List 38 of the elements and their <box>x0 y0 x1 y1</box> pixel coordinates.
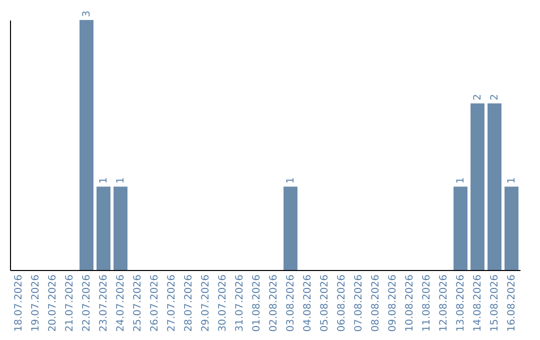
x-tick-label: 27.07.2026 <box>166 274 178 332</box>
x-tick-label: 21.07.2026 <box>64 274 76 332</box>
x-tick-label: 14.08.2026 <box>472 274 484 332</box>
data-label: 1 <box>506 177 518 184</box>
x-tick-label: 16.08.2026 <box>506 274 518 332</box>
data-label: 1 <box>116 177 126 184</box>
x-tick-label: 05.08.2026 <box>320 274 330 332</box>
x-tick-label: 20.07.2026 <box>48 274 58 332</box>
x-tick-label: 10.08.2026 <box>404 274 416 332</box>
x-tick-label: 15.08.2026 <box>490 274 500 332</box>
x-tick-label: 29.07.2026 <box>200 274 212 332</box>
x-tick-label: 01.08.2026 <box>252 274 262 332</box>
x-tick-label: 23.07.2026 <box>98 274 110 332</box>
data-label: 3 <box>82 10 92 17</box>
x-tick-label: 22.07.2026 <box>82 274 92 332</box>
x-tick-label: 11.08.2026 <box>422 274 432 332</box>
x-tick-label: 13.08.2026 <box>456 274 466 332</box>
x-tick-label: 28.07.2026 <box>184 274 194 332</box>
data-label: 1 <box>98 177 110 184</box>
x-tick-label: 09.08.2026 <box>388 274 398 332</box>
data-label: 1 <box>456 177 466 184</box>
x-tick-label: 30.07.2026 <box>218 274 228 332</box>
x-tick-label: 07.08.2026 <box>354 274 364 332</box>
x-tick-label: 03.08.2026 <box>286 274 296 332</box>
x-tick-label: 18.07.2026 <box>14 274 24 332</box>
x-tick-label: 08.08.2026 <box>370 274 382 332</box>
x-tick-label: 06.08.2026 <box>336 274 348 332</box>
x-tick-label: 25.07.2026 <box>132 274 144 332</box>
x-tick-label: 24.07.2026 <box>116 274 126 332</box>
x-tick-label: 04.08.2026 <box>302 274 314 332</box>
x-tick-label: 31.07.2026 <box>234 274 246 332</box>
data-label: 2 <box>490 94 500 100</box>
x-tick-label: 12.08.2026 <box>438 274 450 332</box>
x-tick-label: 26.07.2026 <box>150 274 160 332</box>
data-label: 2 <box>472 94 484 100</box>
x-tick-label: 19.07.2026 <box>30 274 42 332</box>
x-tick-label: 02.08.2026 <box>268 274 280 332</box>
data-label: 1 <box>286 177 296 184</box>
